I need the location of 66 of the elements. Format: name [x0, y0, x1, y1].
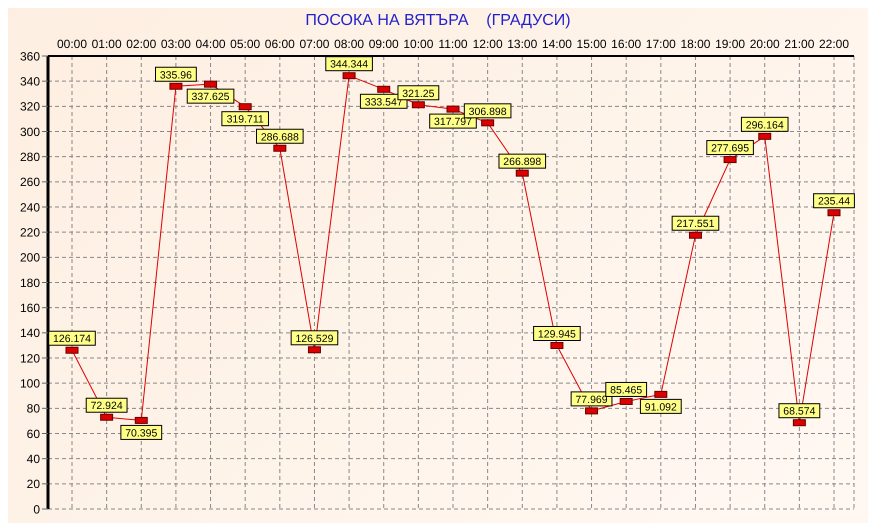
data-label: 126.174 [53, 333, 92, 346]
x-tick-label: 10:00 [403, 37, 434, 51]
y-tick-label: 140 [20, 326, 40, 340]
y-tick-label: 280 [20, 150, 40, 164]
y-tick-label: 100 [20, 376, 40, 390]
x-tick-label: 06:00 [264, 37, 296, 51]
data-label: 68.574 [783, 406, 816, 418]
x-tick-label: 01:00 [92, 37, 122, 51]
y-tick-label: 220 [20, 225, 40, 240]
y-tick-label: 340 [20, 74, 40, 88]
x-tick-label: 16:00 [611, 37, 642, 51]
data-label: 337.625 [192, 91, 230, 104]
data-label: 333.547 [364, 96, 403, 108]
x-tick-label: 13:00 [507, 37, 538, 51]
x-tick-label: 04:00 [196, 37, 226, 51]
x-tick-label: 15:00 [576, 37, 607, 51]
data-label: 217.551 [676, 218, 715, 230]
y-tick-label: 20 [26, 477, 40, 492]
x-tick-label: 19:00 [715, 37, 746, 51]
data-label: 335.96 [160, 69, 192, 82]
data-label: 277.695 [711, 142, 750, 155]
y-tick-label: 80 [26, 402, 40, 416]
data-label: 72.924 [90, 400, 123, 412]
x-tick-label: 09:00 [368, 37, 400, 51]
x-tick-label: 22:00 [818, 37, 850, 51]
chart-title: ПОСОКА НА ВЯТЪРА (ГРАДУСИ) [304, 12, 572, 30]
y-tick-label: 120 [20, 351, 40, 366]
y-tick-label: 60 [26, 426, 40, 441]
x-tick-label: 08:00 [334, 37, 364, 51]
data-label: 129.945 [538, 328, 576, 340]
x-tick-label: 17:00 [646, 37, 676, 51]
x-tick-label: 20:00 [750, 37, 780, 51]
y-tick-label: 40 [26, 452, 40, 466]
data-label: 321.25 [402, 88, 435, 100]
x-tick-label: 03:00 [160, 37, 192, 51]
data-label: 70.395 [125, 427, 158, 440]
data-label: 344.344 [330, 58, 368, 71]
data-label: 235.44 [818, 196, 850, 208]
x-tick-label: 18:00 [680, 37, 711, 51]
data-label: 77.969 [575, 394, 608, 406]
x-tick-label: 14:00 [542, 37, 572, 51]
data-label: 85.465 [610, 384, 642, 396]
y-tick-label: 260 [20, 175, 40, 190]
data-label: 286.688 [260, 131, 299, 144]
y-tick-label: 180 [20, 276, 40, 290]
x-tick-label: 02:00 [126, 37, 157, 51]
data-label: 266.898 [503, 156, 542, 168]
data-label: 296.164 [746, 119, 784, 132]
data-label: 317.797 [434, 116, 472, 128]
y-tick-label: 360 [20, 49, 40, 64]
data-label: 91.092 [644, 401, 678, 414]
data-label: 319.711 [226, 114, 264, 126]
y-tick-label: 320 [20, 100, 40, 114]
data-label: 126.529 [295, 332, 334, 345]
x-tick-label: 07:00 [299, 37, 330, 51]
x-tick-label: 05:00 [230, 37, 261, 51]
x-tick-label: 12:00 [472, 37, 503, 51]
x-tick-label: 21:00 [784, 37, 815, 51]
y-tick-label: 160 [20, 300, 40, 315]
y-tick-label: 300 [20, 124, 40, 139]
y-tick-label: 0 [33, 502, 40, 516]
x-tick-label: 11:00 [438, 37, 468, 51]
x-tick-label: 00:00 [56, 37, 88, 51]
y-tick-label: 200 [20, 250, 40, 265]
y-tick-label: 240 [20, 200, 40, 214]
data-label: 306.898 [468, 106, 507, 118]
